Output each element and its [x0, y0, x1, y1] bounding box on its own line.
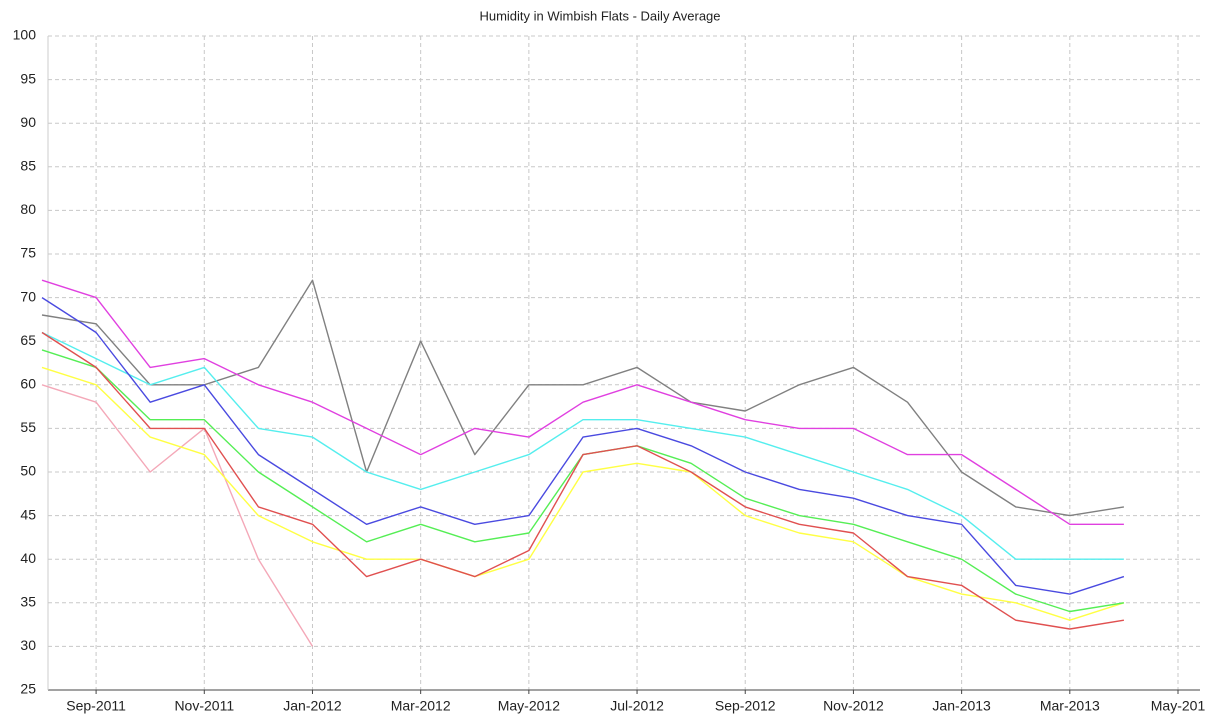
- x-tick-label: Nov-2012: [823, 698, 884, 714]
- y-tick-label: 85: [20, 158, 36, 174]
- y-tick-label: 30: [20, 637, 36, 653]
- y-tick-label: 25: [20, 681, 36, 697]
- y-tick-label: 40: [20, 550, 36, 566]
- y-tick-label: 50: [20, 463, 36, 479]
- x-tick-label: Sep-2012: [715, 698, 776, 714]
- x-tick-label: Jan-2013: [932, 698, 991, 714]
- y-tick-label: 60: [20, 376, 36, 392]
- y-tick-label: 80: [20, 201, 36, 217]
- series-line: [41, 366, 1125, 621]
- y-tick-label: 70: [20, 288, 36, 304]
- series-line: [41, 384, 314, 647]
- y-tick-label: 45: [20, 506, 36, 522]
- y-tick-label: 75: [20, 245, 36, 261]
- y-tick-label: 95: [20, 70, 36, 86]
- x-tick-label: Jan-2012: [283, 698, 342, 714]
- x-tick-label: Jul-2012: [610, 698, 664, 714]
- x-tick-label: Mar-2012: [391, 698, 451, 714]
- y-tick-label: 55: [20, 419, 36, 435]
- chart-title: Humidity in Wimbish Flats - Daily Averag…: [479, 8, 720, 23]
- series-line: [41, 331, 1124, 560]
- x-tick-label: Nov-2011: [174, 698, 234, 714]
- y-tick-label: 100: [13, 27, 37, 43]
- x-tick-label: Sep-2011: [66, 698, 126, 714]
- x-tick-label: May-201: [1151, 698, 1206, 714]
- x-tick-label: Mar-2013: [1040, 698, 1100, 714]
- y-tick-label: 35: [20, 594, 36, 610]
- x-tick-label: May-2012: [498, 698, 560, 714]
- series-line: [41, 297, 1125, 595]
- series-line: [41, 279, 1124, 525]
- series-line: [41, 331, 1125, 630]
- series-line: [41, 279, 1125, 517]
- y-tick-label: 65: [20, 332, 36, 348]
- y-tick-label: 90: [20, 114, 36, 130]
